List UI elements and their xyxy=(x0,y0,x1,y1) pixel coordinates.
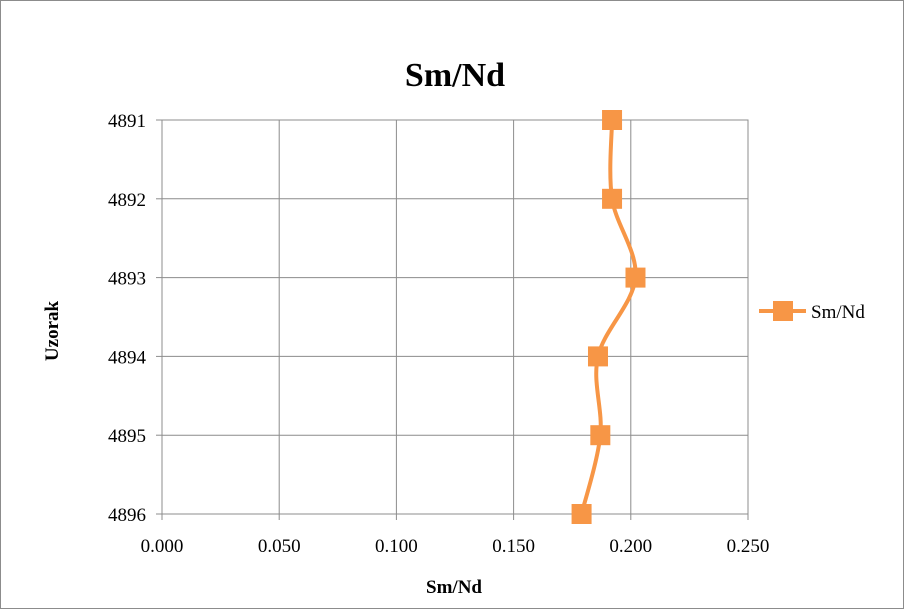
gridlines xyxy=(156,119,749,520)
legend-label: Sm/Nd xyxy=(811,302,865,323)
data-point-marker xyxy=(602,188,623,209)
y-tick-label: 4891 xyxy=(108,111,146,132)
x-tick-label: 0.200 xyxy=(609,536,652,557)
data-point-marker xyxy=(590,425,611,446)
data-point-marker xyxy=(587,346,608,367)
legend: Sm/Nd xyxy=(759,301,865,323)
series-group xyxy=(571,110,646,524)
y-tick-label: 4894 xyxy=(108,347,147,368)
x-tick-label: 0.000 xyxy=(141,536,184,557)
y-tick-label: 4895 xyxy=(108,426,146,447)
x-tick-label: 0.250 xyxy=(727,536,770,557)
x-axis-title: Sm/Nd xyxy=(426,577,482,598)
y-axis-ticks: 4891 4892 4893 4894 4895 4896 xyxy=(108,111,147,526)
x-tick-label: 0.050 xyxy=(258,536,301,557)
chart-title: Sm/Nd xyxy=(405,57,505,94)
x-tick-label: 0.100 xyxy=(375,536,418,557)
legend-marker xyxy=(773,301,793,321)
x-tick-label: 0.150 xyxy=(492,536,535,557)
y-tick-label: 4896 xyxy=(108,505,146,526)
data-point-marker xyxy=(625,267,646,288)
plot-area-border xyxy=(161,119,749,515)
data-point-marker xyxy=(602,110,623,130)
x-axis-ticks: 0.000 0.050 0.100 0.150 0.200 0.250 xyxy=(141,536,770,557)
y-axis-title: Uzorak xyxy=(42,300,63,361)
series-line xyxy=(579,119,638,515)
data-point-marker xyxy=(571,504,592,524)
y-tick-label: 4893 xyxy=(108,269,146,290)
y-tick-label: 4892 xyxy=(108,190,146,211)
